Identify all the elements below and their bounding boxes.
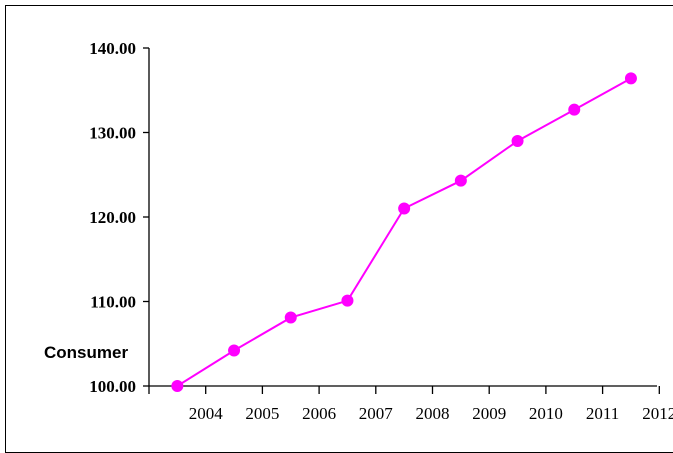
data-point — [568, 103, 581, 116]
x-tick-label: 2010 — [529, 404, 563, 423]
x-tick-label: 2012 — [642, 404, 673, 423]
y-tick-label: 120.00 — [89, 208, 136, 227]
x-tick-label: 2008 — [416, 404, 450, 423]
data-point — [624, 72, 637, 85]
x-tick-label: 2007 — [359, 404, 394, 423]
data-point — [284, 311, 297, 324]
y-tick-label: 130.00 — [89, 124, 136, 143]
y-axis-label: Consumer — [44, 343, 150, 369]
x-tick-label: 2006 — [302, 404, 336, 423]
x-tick-label: 2005 — [245, 404, 279, 423]
data-point — [171, 380, 184, 392]
series-line — [176, 77, 632, 387]
y-tick-label: 140.00 — [89, 39, 136, 58]
data-point — [511, 134, 524, 147]
y-axis-label-text: Consumer — [44, 343, 129, 362]
data-point — [454, 174, 467, 187]
x-tick-label: 2004 — [189, 404, 224, 423]
data-point — [398, 202, 411, 215]
line-chart: 100.00 110.00 120.00 130.00 140.00 2004 2005 2… — [89, 39, 673, 423]
chart-frame — [5, 5, 673, 453]
x-tick-label: 2011 — [586, 404, 619, 423]
data-point — [228, 344, 241, 357]
data-point — [341, 294, 354, 307]
y-tick-label: 100.00 — [89, 377, 136, 396]
y-tick-label: 110.00 — [90, 293, 136, 312]
x-tick-label: 2009 — [472, 404, 506, 423]
